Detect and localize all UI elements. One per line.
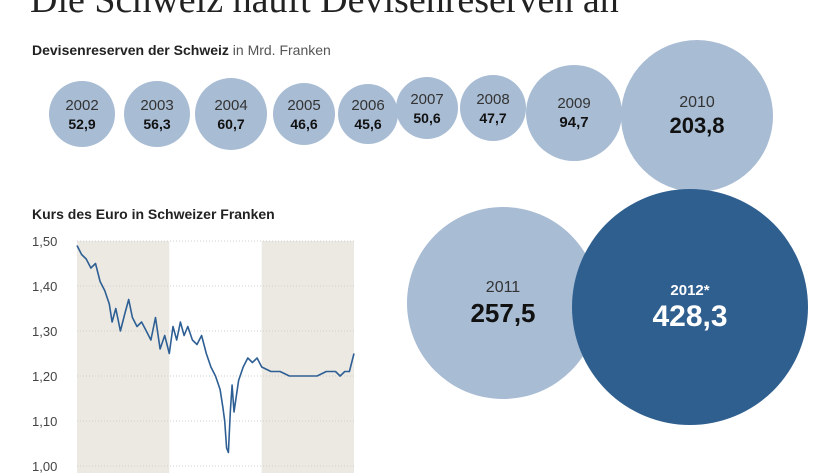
bubble-value-label: 203,8	[669, 113, 725, 138]
bubble-value-label: 428,3	[652, 299, 728, 333]
reserve-bubble: 2007 50,6	[396, 77, 458, 139]
bubble-year-label: 2009	[557, 95, 591, 112]
reserve-bubble: 2002 52,9	[49, 81, 115, 147]
reserve-bubble: 2004 60,7	[195, 78, 267, 150]
reserve-bubble: 2011 257,5	[407, 207, 599, 399]
y-tick-label: 1,30	[32, 324, 57, 339]
reserves-title: Devisenreserven der Schweiz in Mrd. Fran…	[32, 42, 331, 58]
euro-rate-series-line	[76, 245, 355, 454]
bubble-year-label: 2008	[476, 90, 510, 108]
y-tick-label: 1,40	[32, 279, 57, 294]
bubble-year-label: 2004	[214, 96, 248, 114]
euro-chart-title: Kurs des Euro in Schweizer Franken	[32, 206, 275, 222]
bubble-year-label: 2007	[410, 90, 444, 108]
reserve-bubble: 2003 56,3	[124, 81, 190, 147]
bubble-value-label: 52,9	[68, 115, 96, 132]
shaded-year-band	[261, 241, 354, 473]
bubble-value-label: 94,7	[559, 114, 589, 131]
bubble-year-label: 2003	[140, 96, 174, 114]
reserves-unit: in Mrd. Franken	[232, 42, 331, 58]
reserve-bubble: 2010 203,8	[621, 40, 773, 192]
y-tick-label: 1,50	[32, 234, 57, 249]
y-tick-label: 1,00	[32, 459, 57, 473]
bubble-year-label: 2010	[679, 94, 715, 111]
bubble-year-label: 2012*	[670, 281, 710, 299]
bubble-year-label: 2005	[287, 96, 321, 114]
bubble-value-label: 50,6	[413, 109, 441, 126]
bubble-year-label: 2011	[485, 279, 521, 296]
bubble-value-label: 56,3	[143, 115, 171, 132]
bubble-value-label: 45,6	[354, 115, 382, 132]
reserve-bubble: 2009 94,7	[526, 65, 622, 161]
reserves-title-text: Devisenreserven der Schweiz	[32, 42, 229, 58]
y-tick-label: 1,20	[32, 369, 57, 384]
bubble-value-label: 257,5	[470, 298, 536, 328]
reserve-bubble: 2012* 428,3	[572, 189, 808, 425]
y-tick-label: 1,10	[32, 414, 57, 429]
reserve-bubble: 2006 45,6	[338, 84, 398, 144]
reserve-bubble: 2008 47,7	[460, 75, 526, 141]
bubble-value-label: 47,7	[479, 109, 507, 126]
bubble-value-label: 60,7	[217, 115, 245, 132]
headline: Die Schweiz häuft Devisenreserven an	[30, 0, 619, 21]
reserve-bubble: 2005 46,6	[273, 83, 335, 145]
bubble-value-label: 46,6	[290, 115, 318, 132]
bubble-year-label: 2002	[65, 96, 99, 114]
bubble-year-label: 2006	[351, 96, 385, 114]
shaded-year-band	[77, 241, 170, 473]
